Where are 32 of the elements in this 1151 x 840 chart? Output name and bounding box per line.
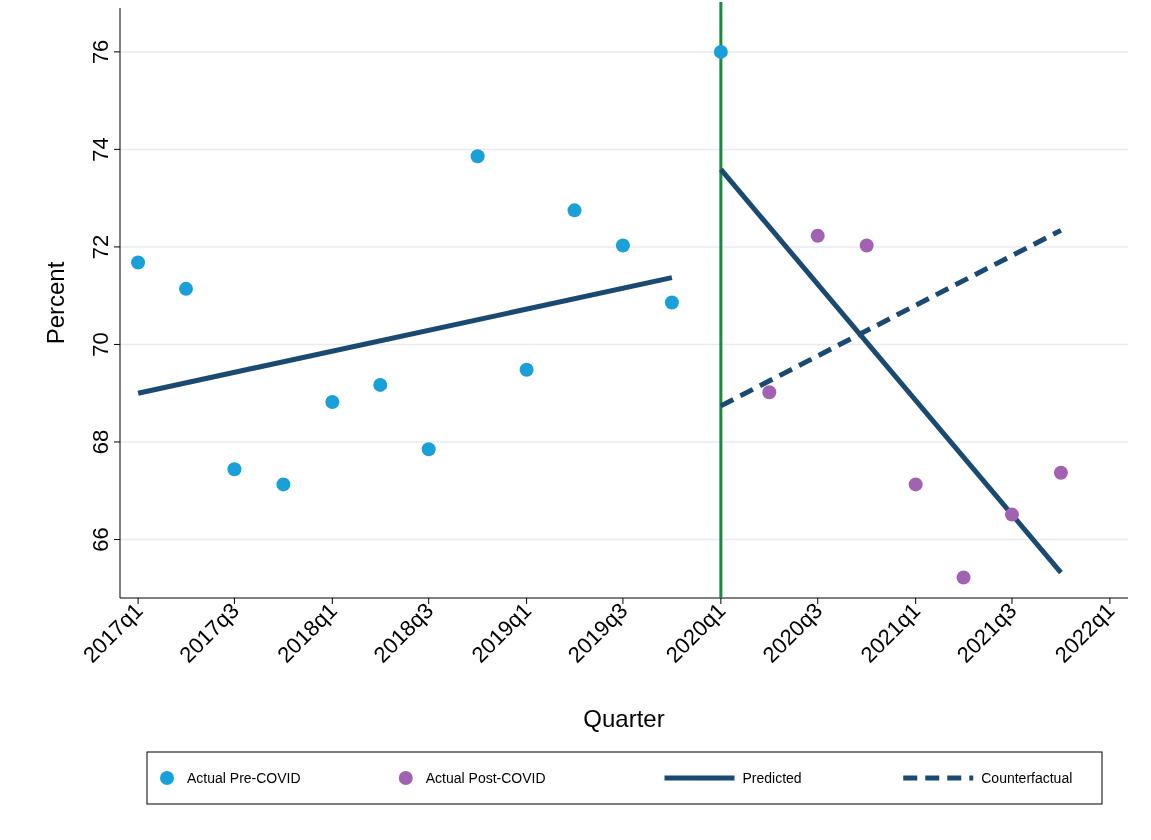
point <box>178 281 193 296</box>
point <box>227 462 242 477</box>
y-tick-label: 68 <box>88 429 113 455</box>
point <box>1004 507 1019 522</box>
point <box>956 570 971 585</box>
point <box>421 442 436 457</box>
point <box>470 149 485 164</box>
point <box>713 44 728 59</box>
point <box>615 238 630 253</box>
y-tick-label: 70 <box>88 332 113 357</box>
point <box>519 362 534 377</box>
point <box>762 385 777 400</box>
point <box>908 477 923 492</box>
y-tick-label: 76 <box>88 39 113 65</box>
point <box>664 295 679 310</box>
y-axis-title: Percent <box>42 261 69 345</box>
point <box>810 228 825 243</box>
y-tick-label: 66 <box>88 527 113 552</box>
point <box>276 477 291 492</box>
point <box>859 238 874 253</box>
legend-label: Actual Pre-COVID <box>187 770 301 786</box>
point <box>1053 465 1068 480</box>
legend-label: Counterfactual <box>981 770 1073 786</box>
y-tick-label: 74 <box>88 137 113 162</box>
point <box>325 394 340 409</box>
point <box>131 255 146 270</box>
legend-label: Actual Post-COVID <box>425 770 546 786</box>
point <box>567 203 582 218</box>
point <box>373 377 388 392</box>
legend-label: Predicted <box>742 770 802 786</box>
x-axis-title: Quarter <box>583 705 665 732</box>
y-tick-label: 72 <box>88 234 113 260</box>
